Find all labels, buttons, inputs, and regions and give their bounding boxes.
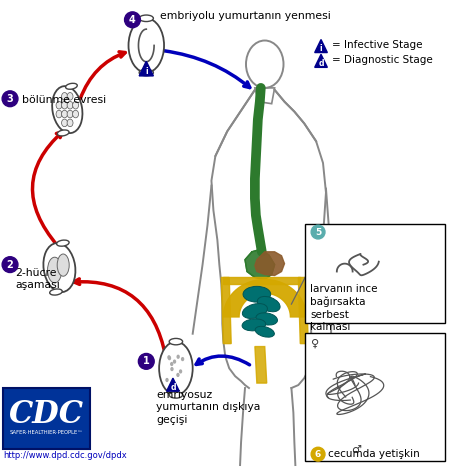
Text: 1: 1 [143, 356, 150, 367]
Polygon shape [221, 277, 231, 344]
Text: 2: 2 [7, 259, 13, 270]
FancyBboxPatch shape [305, 333, 446, 461]
Text: d: d [318, 59, 324, 68]
Circle shape [311, 447, 325, 461]
Text: 2-hücre
aşaması: 2-hücre aşaması [15, 267, 60, 290]
Text: emriyosuz
yumurtanın dışkıya
geçişi: emriyosuz yumurtanın dışkıya geçişi [156, 390, 261, 425]
Ellipse shape [257, 297, 280, 312]
Polygon shape [167, 378, 179, 391]
Ellipse shape [181, 357, 184, 361]
Ellipse shape [139, 70, 153, 76]
Ellipse shape [139, 15, 153, 22]
Text: ♂: ♂ [351, 445, 360, 455]
Ellipse shape [67, 119, 73, 127]
Polygon shape [298, 277, 308, 344]
Ellipse shape [65, 83, 77, 89]
Ellipse shape [73, 102, 79, 109]
Ellipse shape [172, 381, 175, 385]
Text: bölünme evresi: bölünme evresi [22, 95, 106, 105]
Ellipse shape [173, 360, 176, 364]
Polygon shape [224, 277, 300, 284]
Ellipse shape [67, 93, 73, 100]
Ellipse shape [57, 130, 69, 136]
FancyBboxPatch shape [3, 388, 90, 449]
Ellipse shape [57, 254, 69, 276]
FancyBboxPatch shape [305, 224, 446, 323]
Ellipse shape [169, 392, 183, 398]
Ellipse shape [61, 93, 67, 100]
Ellipse shape [168, 356, 171, 360]
Text: larvanın ince
bağırsakta
serbest
kalması: larvanın ince bağırsakta serbest kalması [310, 284, 378, 332]
Polygon shape [315, 55, 327, 67]
Ellipse shape [176, 373, 180, 377]
Text: i: i [320, 44, 322, 53]
Text: http://www.dpd.cdc.gov/dpdx: http://www.dpd.cdc.gov/dpdx [3, 451, 127, 460]
Ellipse shape [48, 257, 62, 283]
Polygon shape [315, 39, 327, 53]
Ellipse shape [170, 367, 174, 371]
Ellipse shape [129, 18, 164, 72]
Ellipse shape [256, 313, 278, 325]
Ellipse shape [61, 102, 67, 109]
Text: = Diagnostic Stage: = Diagnostic Stage [332, 55, 433, 65]
Polygon shape [224, 280, 306, 317]
Ellipse shape [165, 378, 169, 382]
Polygon shape [139, 61, 153, 76]
Ellipse shape [44, 243, 76, 292]
Ellipse shape [179, 369, 182, 374]
Ellipse shape [67, 110, 73, 118]
Polygon shape [255, 252, 284, 275]
Ellipse shape [67, 102, 73, 109]
Text: cecumda yetişkin: cecumda yetişkin [328, 449, 420, 459]
Text: = Infective Stage: = Infective Stage [332, 40, 422, 50]
Polygon shape [255, 346, 267, 383]
Ellipse shape [73, 110, 79, 118]
Text: 6: 6 [315, 450, 321, 459]
Text: 4: 4 [129, 15, 136, 25]
Circle shape [138, 353, 154, 369]
Polygon shape [245, 250, 275, 280]
Ellipse shape [52, 86, 82, 133]
Ellipse shape [61, 110, 67, 118]
Circle shape [2, 257, 18, 273]
Text: CDC: CDC [9, 399, 84, 430]
Text: i: i [145, 67, 147, 76]
Text: ♀: ♀ [311, 338, 319, 349]
Ellipse shape [56, 102, 62, 109]
Text: embriyolu yumurtanın yenmesi: embriyolu yumurtanın yenmesi [160, 11, 331, 21]
Ellipse shape [169, 338, 183, 345]
Ellipse shape [167, 355, 171, 360]
Ellipse shape [242, 304, 267, 319]
Ellipse shape [243, 286, 271, 302]
Ellipse shape [56, 110, 62, 118]
Ellipse shape [50, 289, 62, 295]
Circle shape [125, 12, 140, 28]
Text: SAFER·HEALTHIER·PEOPLE™: SAFER·HEALTHIER·PEOPLE™ [10, 430, 83, 435]
Ellipse shape [61, 119, 67, 127]
Ellipse shape [159, 342, 193, 395]
Ellipse shape [255, 326, 274, 337]
Text: d: d [170, 383, 176, 392]
Ellipse shape [242, 319, 266, 331]
Circle shape [2, 91, 18, 107]
Text: 3: 3 [7, 94, 13, 104]
Text: 5: 5 [315, 227, 321, 236]
Ellipse shape [176, 355, 180, 359]
Ellipse shape [170, 362, 174, 366]
Ellipse shape [57, 240, 69, 246]
Circle shape [311, 225, 325, 239]
